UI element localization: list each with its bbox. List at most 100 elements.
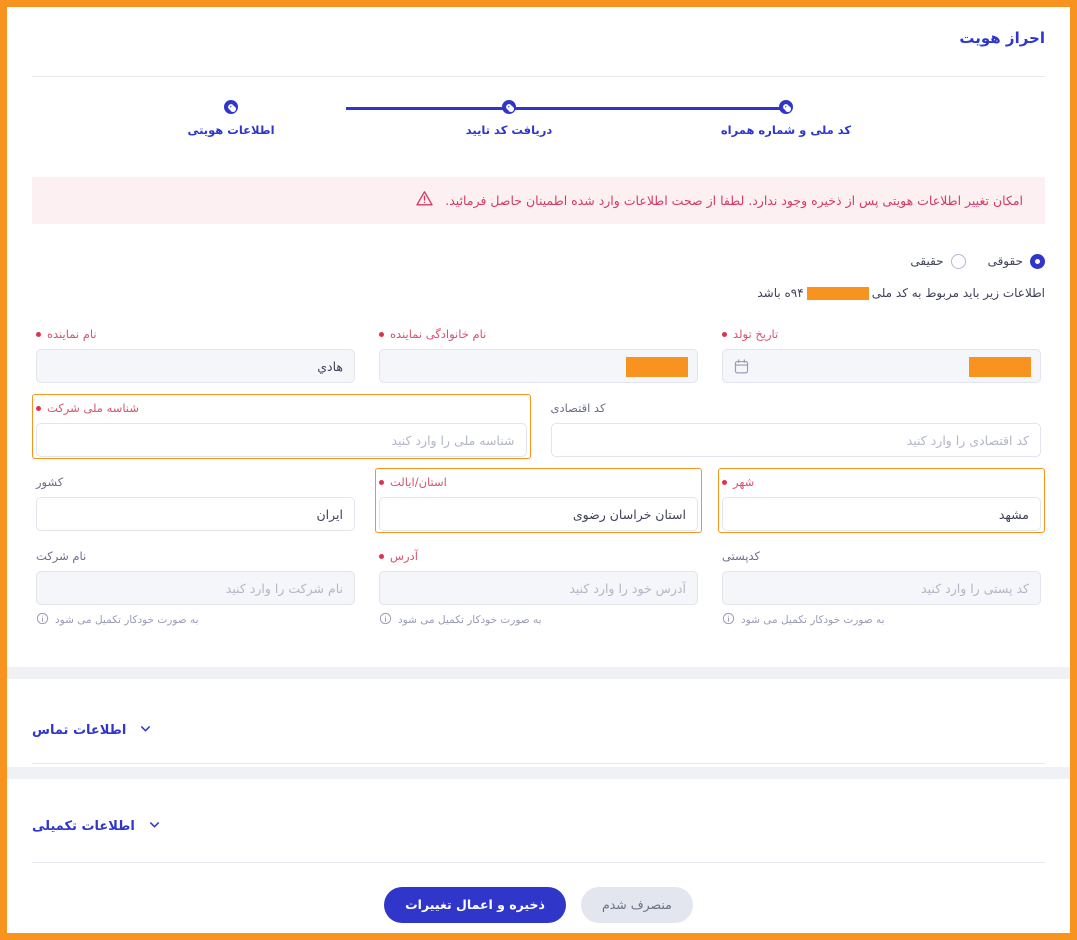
representative-first-name-input[interactable]: هادي	[36, 349, 355, 383]
economic-code-input[interactable]: کد اقتصادی را وارد کنید	[550, 423, 1041, 457]
field-label-text: کد اقتصادی	[550, 401, 606, 415]
accordion-contact-info[interactable]: اطلاعات تماس	[32, 695, 1045, 765]
field-economic-code: کد اقتصادی کد اقتصادی را وارد کنید	[547, 394, 1046, 459]
input-placeholder: کد اقتصادی را وارد کنید	[906, 432, 1029, 448]
field-label-text: شناسه ملی شرکت	[47, 401, 140, 415]
stepper-step-identity-info[interactable]: اطلاعات هویتی	[161, 98, 301, 137]
capture-frame-left	[0, 0, 7, 940]
entity-type-radio-group[interactable]: حقوقی حقیقی	[32, 250, 1045, 272]
field-hint-text: به صورت خودکار تکمیل می شود	[741, 614, 885, 626]
info-circle-icon	[379, 612, 392, 628]
field-hint-text: به صورت خودکار تکمیل می شود	[398, 614, 542, 626]
required-dot-icon	[36, 331, 41, 337]
field-label: کدپستی	[722, 546, 1041, 566]
field-label-text: نام خانوادگی نماینده	[390, 327, 487, 341]
field-representative-last-name: نام خانوادگی نماینده	[375, 320, 702, 385]
input-value: هادي	[317, 358, 343, 374]
form-row: کدپستی کد پستی را وارد کنید به صورت خودک…	[32, 542, 1045, 630]
input-value: مشهد	[998, 506, 1029, 522]
chevron-down-icon[interactable]	[138, 721, 153, 740]
form-row: تاریخ تولد	[32, 320, 1045, 385]
field-hint: به صورت خودکار تکمیل می شود	[722, 612, 1041, 628]
input-placeholder: شناسه ملی را وارد کنید	[391, 432, 515, 448]
step-dot-icon	[224, 100, 238, 114]
national-code-note-prefix: اطلاعات زیر باید مربوط به کد ملی	[871, 286, 1045, 300]
field-company-name: نام شرکت نام شرکت را وارد کنید به صورت خ…	[32, 542, 359, 630]
row-spacer	[32, 533, 1045, 542]
country-input[interactable]: ایران	[36, 497, 355, 531]
input-placeholder: نام شرکت را وارد کنید	[225, 580, 343, 596]
province-input[interactable]: استان خراسان رضوی	[379, 497, 698, 531]
field-company-national-id: شناسه ملی شرکت شناسه ملی را وارد کنید	[32, 394, 531, 459]
radio-option-natural-person[interactable]: حقیقی	[910, 253, 966, 269]
radio-option-legal-entity[interactable]: حقوقی	[987, 253, 1045, 269]
required-dot-icon	[379, 331, 384, 337]
field-label-text: کدپستی	[722, 549, 761, 563]
page-title: احراز هویت	[959, 28, 1045, 47]
postal-code-input[interactable]: کد پستی را وارد کنید	[722, 571, 1041, 605]
accordion-divider	[32, 763, 1045, 764]
capture-frame-bottom	[0, 933, 1077, 940]
required-dot-icon	[36, 405, 41, 411]
form-row: کد اقتصادی کد اقتصادی را وارد کنید شناسه…	[32, 394, 1045, 459]
input-placeholder: کد پستی را وارد کنید	[921, 580, 1029, 596]
field-label-text: شهر	[733, 475, 755, 489]
section-separator	[0, 767, 1077, 779]
birth-date-input[interactable]	[722, 349, 1041, 383]
capture-frame-right	[1070, 0, 1077, 940]
stepper-step-mobile-national-code[interactable]: کد ملی و شماره همراه	[716, 98, 856, 137]
accordion-divider	[32, 862, 1045, 863]
chevron-down-icon[interactable]	[147, 817, 162, 836]
warning-text: امکان تغییر اطلاعات هویتی پس از ذخیره وج…	[445, 192, 1023, 208]
field-country: کشور ایران	[32, 468, 359, 533]
step-dot-icon	[779, 100, 793, 114]
save-button[interactable]: ذخیره و اعمال تغییرات	[384, 886, 566, 923]
address-input[interactable]: آدرس خود را وارد کنید	[379, 571, 698, 605]
cancel-button[interactable]: منصرف شدم	[580, 886, 693, 923]
step-label: دریافت کد تایید	[465, 123, 553, 137]
warning-triangle-icon	[415, 189, 434, 212]
stepper-step-verification-code[interactable]: دریافت کد تایید	[439, 98, 579, 137]
row-spacer	[32, 459, 1045, 468]
step-label: کد ملی و شماره همراه	[720, 123, 852, 137]
field-birth-date: تاریخ تولد	[718, 320, 1045, 385]
company-national-id-input[interactable]: شناسه ملی را وارد کنید	[36, 423, 527, 457]
field-label-text: تاریخ تولد	[733, 327, 779, 341]
required-dot-icon	[379, 479, 384, 485]
national-code-note-suffix: ۹۴ه باشد	[757, 286, 804, 300]
immutable-data-warning-banner: امکان تغییر اطلاعات هویتی پس از ذخیره وج…	[32, 177, 1045, 224]
field-representative-first-name: نام نماینده هادي	[32, 320, 359, 385]
identity-form: تاریخ تولد	[32, 320, 1045, 630]
field-hint-text: به صورت خودکار تکمیل می شود	[55, 614, 199, 626]
row-spacer	[32, 385, 1045, 394]
required-dot-icon	[722, 331, 727, 337]
radio-option-label: حقوقی	[987, 254, 1023, 268]
company-name-input[interactable]: نام شرکت را وارد کنید	[36, 571, 355, 605]
header-divider	[32, 76, 1045, 77]
city-input[interactable]: مشهد	[722, 497, 1041, 531]
input-value: ایران	[316, 506, 343, 522]
redacted-value	[626, 357, 688, 377]
national-code-note: اطلاعات زیر باید مربوط به کد ملی ۹۴ه باش…	[32, 286, 1045, 300]
progress-stepper: کد ملی و شماره همراه دریافت کد تایید اطل…	[0, 98, 1077, 156]
field-hint: به صورت خودکار تکمیل می شود	[36, 612, 355, 628]
calendar-icon[interactable]	[733, 358, 750, 379]
page-header: احراز هویت	[0, 0, 1077, 76]
representative-last-name-input[interactable]	[379, 349, 698, 383]
step-dot-icon	[502, 100, 516, 114]
field-label: استان/ایالت	[379, 472, 698, 492]
accordion-supplementary-info[interactable]: اطلاعات تکمیلی	[32, 791, 1045, 861]
field-label: کد اقتصادی	[551, 398, 1042, 418]
field-label: تاریخ تولد	[722, 324, 1041, 344]
field-postal-code: کدپستی کد پستی را وارد کنید به صورت خودک…	[718, 542, 1045, 630]
form-row: شهر مشهد استان/ایالت استان خراسان رضوی ک…	[32, 468, 1045, 533]
required-dot-icon	[722, 479, 727, 485]
radio-unselected-icon	[950, 253, 966, 269]
field-label-text: کشور	[36, 475, 64, 489]
info-circle-icon	[36, 612, 49, 628]
radio-selected-icon	[1030, 253, 1045, 269]
field-label-text: آدرس	[390, 549, 418, 563]
field-address: آدرس آدرس خود را وارد کنید به صورت خودکا…	[375, 542, 702, 630]
field-label: شهر	[722, 472, 1041, 492]
